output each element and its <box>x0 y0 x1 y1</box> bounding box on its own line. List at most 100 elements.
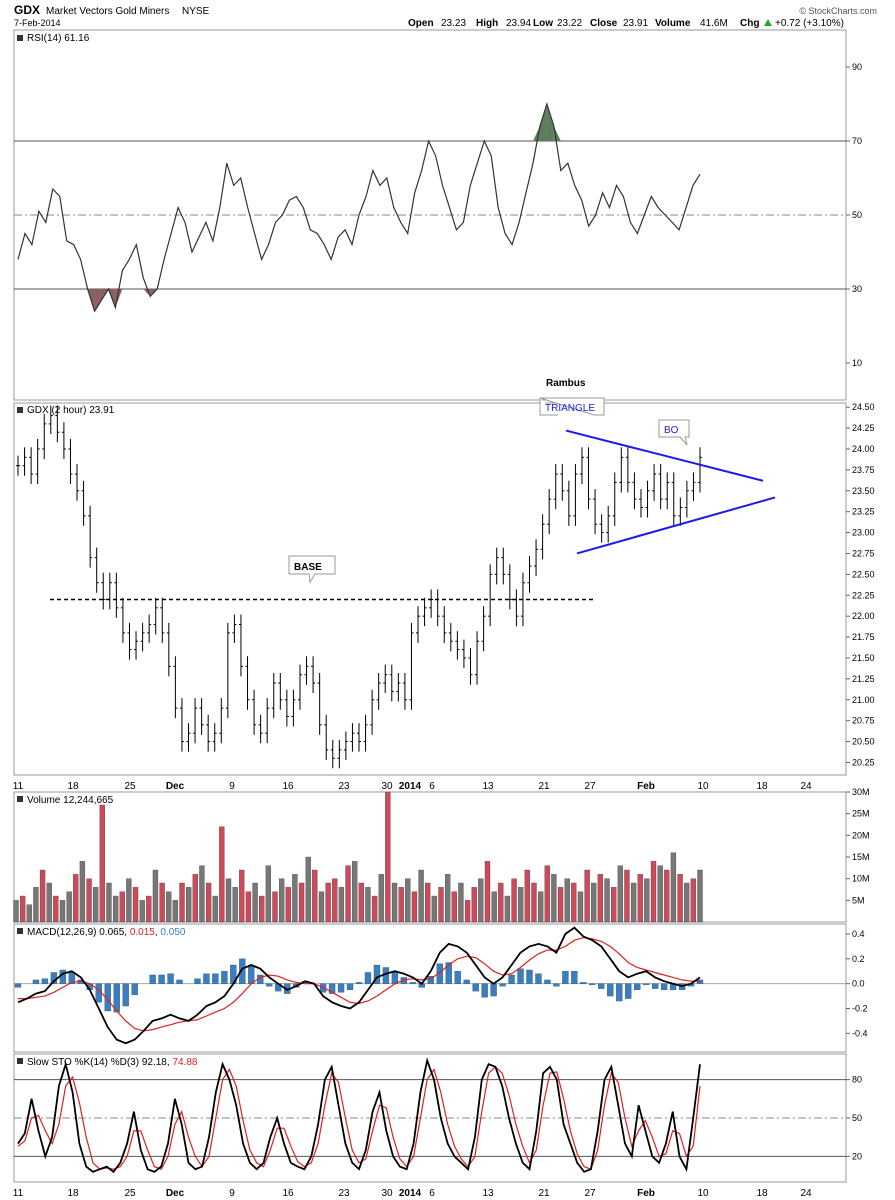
volume-bar <box>352 861 358 923</box>
volume-ytick-label: 30M <box>852 787 870 797</box>
volume-value: 41.6M <box>700 18 728 29</box>
macd-histogram-bar <box>481 983 488 998</box>
macd-signal-line <box>18 937 700 1032</box>
price-legend-swatch <box>17 407 23 413</box>
price-xtick-label: 9 <box>229 781 235 792</box>
price-ytick-label: 20.75 <box>852 716 875 726</box>
stochastic-xtick-label: Dec <box>166 1188 185 1199</box>
price-xtick-label: 27 <box>584 781 596 792</box>
macd-histogram-bar <box>221 971 228 984</box>
macd-histogram-bar <box>203 973 210 984</box>
price-ytick-label: 22.25 <box>852 590 875 600</box>
volume-bar <box>684 882 690 923</box>
rsi-overbought-fill <box>546 104 554 141</box>
rsi-ytick-label: 90 <box>852 62 862 72</box>
volume-bar <box>338 887 345 923</box>
macd-line <box>17 926 701 1045</box>
volume-bar <box>365 887 371 923</box>
volume-bar <box>511 878 517 923</box>
volume-bar <box>438 887 444 923</box>
stochastic-xtick-label: 9 <box>229 1188 235 1199</box>
volume-bar <box>152 869 159 923</box>
price-ytick-label: 23.75 <box>852 465 875 475</box>
volume-bar <box>305 856 311 923</box>
rambus-title: Rambus <box>546 378 586 389</box>
macd-histogram-bar <box>68 972 75 984</box>
close-label: Close <box>590 18 618 29</box>
volume-bar <box>617 865 623 923</box>
macd-histogram-bar <box>212 973 219 984</box>
volume-bar <box>630 882 637 923</box>
volume-bar <box>225 878 232 923</box>
triangle-lower-trendline <box>576 496 776 555</box>
rsi-ytick-label: 30 <box>852 284 862 294</box>
rsi-ytick-label: 70 <box>852 136 862 146</box>
volume-ytick-label: 25M <box>852 809 870 819</box>
chg-label: Chg <box>740 18 759 29</box>
volume-bar <box>272 891 278 923</box>
volume-bar <box>405 878 411 923</box>
macd-histogram-bar <box>167 973 174 984</box>
macd-ytick-label: -0.2 <box>852 1004 868 1014</box>
macd-histogram-bar <box>59 969 67 984</box>
base-callout-box <box>288 555 336 584</box>
price-xtick-label: 13 <box>482 781 494 792</box>
volume-ytick-label: 20M <box>852 830 870 840</box>
macd-histogram-bar <box>472 983 479 992</box>
stochastic-xtick-label: 2014 <box>399 1188 422 1199</box>
high-label: High <box>476 18 498 29</box>
stockcharts-credit: © StockCharts.com <box>799 6 877 16</box>
volume-bar <box>33 887 39 923</box>
price-xtick-label: Dec <box>166 781 185 792</box>
macd-histogram-bar <box>248 964 255 984</box>
macd-histogram-bar <box>535 973 542 984</box>
macd-histogram-bar <box>328 983 336 994</box>
volume-bar <box>126 878 132 923</box>
ticker-symbol: GDX <box>14 3 40 17</box>
stochastic-xtick-label: 30 <box>381 1188 393 1199</box>
volume-label: Volume <box>655 18 691 29</box>
macd-histogram-bar <box>580 982 587 984</box>
stochastic-ytick-label: 80 <box>852 1075 862 1085</box>
macd-histogram-bar <box>32 979 40 984</box>
volume-bar <box>484 861 491 923</box>
volume-bar <box>265 865 271 923</box>
volume-bar <box>179 882 185 923</box>
volume-bar <box>66 891 72 923</box>
macd-histogram-bar <box>41 978 49 984</box>
price-ytick-label: 21.75 <box>852 632 875 642</box>
volume-bar <box>146 895 152 923</box>
macd-histogram-bar <box>562 971 569 984</box>
volume-bar <box>664 869 670 923</box>
macd-histogram-bar <box>266 983 273 987</box>
rsi-oversold-fill <box>115 289 123 308</box>
volume-bar <box>445 874 451 923</box>
macd-histogram-bar <box>373 964 381 984</box>
macd-histogram-bar <box>499 983 506 987</box>
chg-value: +0.72 (+3.10%) <box>775 18 844 29</box>
macd-histogram-bar <box>526 969 533 984</box>
macd-label-part: 0.015 <box>130 927 155 938</box>
volume-bar <box>411 891 418 923</box>
price-ytick-label: 23.00 <box>852 528 875 538</box>
volume-bar <box>166 891 172 923</box>
macd-histogram-bar <box>463 979 470 984</box>
volume-bar <box>464 900 471 923</box>
volume-bar <box>245 891 252 923</box>
volume-bar <box>604 878 610 923</box>
stochastic-xtick-label: 11 <box>13 1188 24 1199</box>
macd-label: MACD(12,26,9) 0.065, 0.015, 0.050 <box>27 927 186 938</box>
volume-bar <box>199 865 205 923</box>
price-label: GDX (2 hour) 23.91 <box>27 405 115 416</box>
breakout-callout-box <box>658 419 690 446</box>
volume-bar <box>591 882 597 923</box>
stochastic-xtick-label: 10 <box>697 1188 709 1199</box>
volume-bar <box>112 895 119 923</box>
volume-bar <box>518 887 524 923</box>
low-label: Low <box>533 18 553 29</box>
volume-ytick-label: 15M <box>852 852 870 862</box>
volume-bar <box>139 900 145 923</box>
stochastic-xtick-label: 21 <box>538 1188 550 1199</box>
macd-ytick-label: -0.4 <box>852 1028 868 1038</box>
rsi-label: RSI(14) 61.16 <box>27 33 90 44</box>
